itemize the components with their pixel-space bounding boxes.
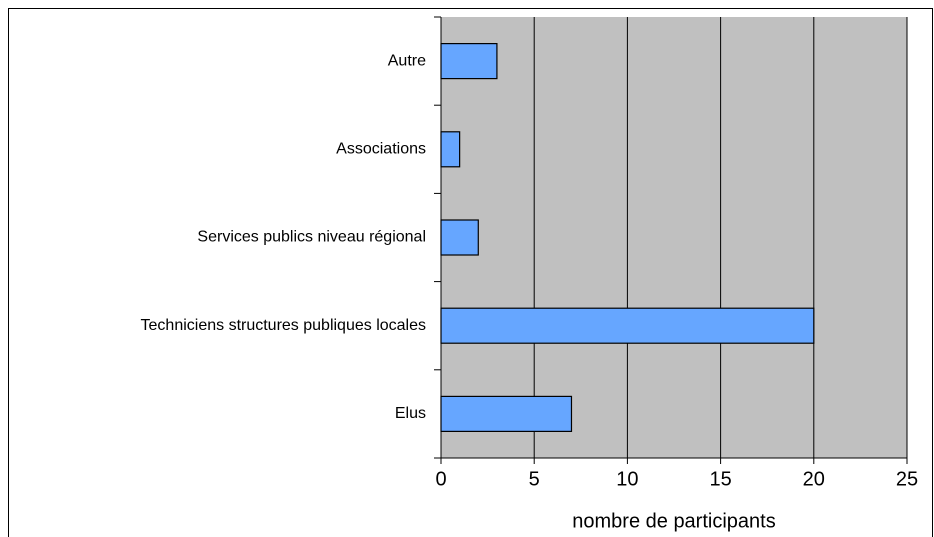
y-tick-label: Techniciens structures publiques locales — [141, 317, 426, 334]
bar — [440, 42, 498, 80]
bar — [440, 131, 461, 168]
x-tick-label: 15 — [709, 468, 731, 490]
bar — [440, 219, 479, 256]
x-tick-label: 20 — [803, 468, 825, 490]
bar — [440, 395, 573, 432]
x-tick-label: 25 — [896, 468, 918, 490]
x-tick-label: 5 — [529, 468, 540, 490]
bar — [440, 307, 815, 344]
x-axis-title: nombre de participants — [572, 510, 775, 532]
y-tick-label: Elus — [395, 405, 426, 422]
x-tick-label: 10 — [616, 468, 638, 490]
x-tick-label: 0 — [435, 468, 446, 490]
y-tick-label: Autre — [388, 52, 426, 69]
y-tick-label: Services publics niveau régional — [197, 229, 426, 246]
y-tick-label: Associations — [336, 141, 426, 158]
plot-area — [441, 17, 907, 458]
